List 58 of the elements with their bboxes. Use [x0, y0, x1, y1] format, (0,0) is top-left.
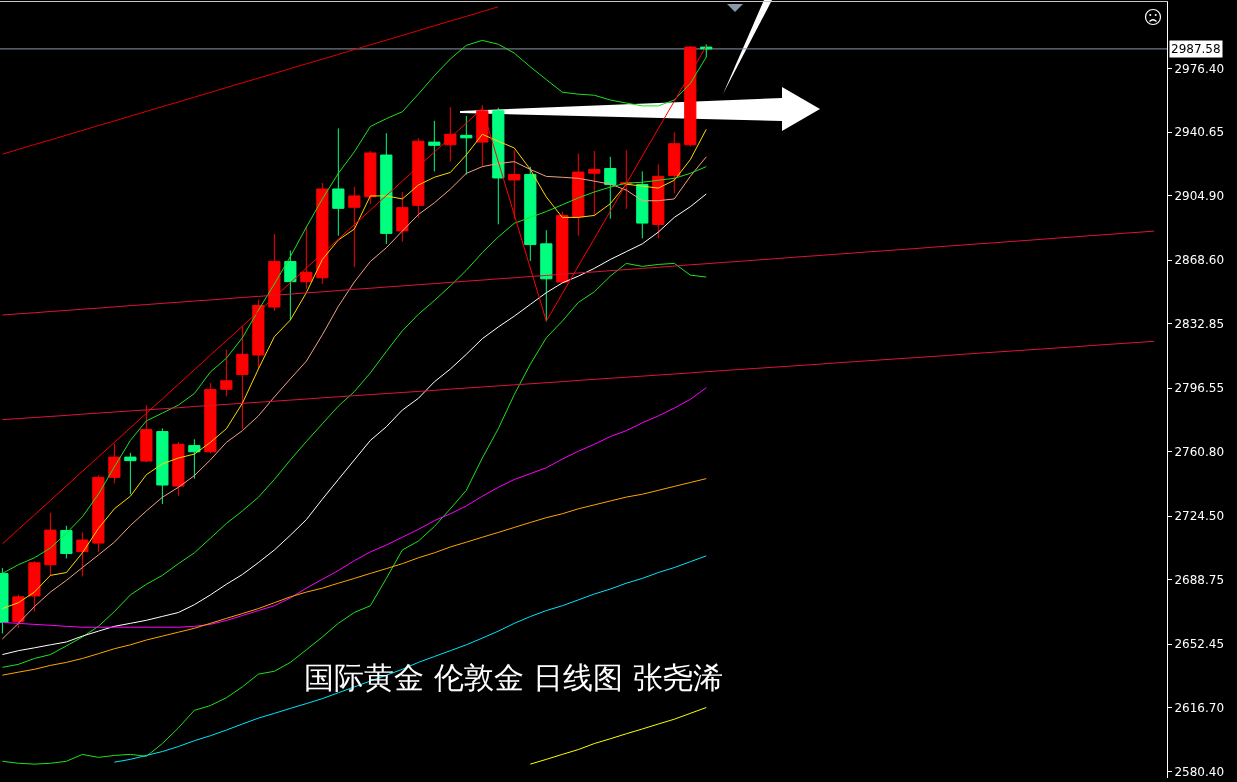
line-series	[529, 707, 707, 765]
candlestick	[44, 512, 57, 577]
candlestick	[172, 441, 185, 497]
y-tick-label: 2616.70	[1174, 700, 1225, 715]
candlestick	[556, 211, 569, 284]
candlestick	[332, 127, 345, 237]
candlestick	[284, 250, 297, 321]
candlestick	[588, 150, 601, 217]
line-series	[1, 387, 707, 628]
candlestick	[124, 452, 137, 495]
candlestick	[60, 525, 73, 560]
candlestick	[604, 156, 617, 220]
candlestick	[636, 170, 649, 239]
candlestick	[524, 166, 537, 262]
candlestick	[300, 226, 313, 290]
candlestick	[348, 186, 361, 268]
candlestick	[204, 382, 217, 454]
candlestick	[460, 115, 473, 176]
candlestick	[380, 132, 393, 245]
candlestick	[140, 404, 153, 463]
candlestick	[28, 560, 41, 613]
y-tick-label: 2688.75	[1174, 572, 1225, 587]
y-tick-label: 2652.45	[1174, 637, 1225, 652]
candlestick	[188, 438, 201, 480]
ref-line-label: 2987.58	[1171, 42, 1221, 56]
y-tick-label: 2580.40	[1174, 765, 1225, 780]
candlestick	[444, 106, 457, 163]
candlestick	[316, 182, 329, 285]
y-tick-label: 2832.85	[1174, 316, 1225, 331]
candlestick	[236, 325, 249, 430]
y-tick-label: 2868.60	[1174, 253, 1225, 268]
candlestick	[268, 233, 281, 312]
candlestick	[12, 594, 25, 629]
candlestick	[396, 191, 409, 243]
line-series	[1, 230, 1155, 316]
y-tick-label: 2976.40	[1174, 61, 1225, 76]
candlestick	[364, 150, 377, 205]
y-tick-label: 2796.55	[1174, 381, 1225, 396]
candlestick	[508, 149, 521, 220]
candlestick	[92, 474, 105, 553]
y-tick-label: 2904.90	[1174, 188, 1225, 203]
line-series	[1, 6, 499, 155]
candlestick	[668, 131, 681, 194]
candlestick	[252, 299, 265, 369]
candlestick	[428, 120, 441, 172]
candlestick	[540, 229, 553, 322]
candlestick	[572, 152, 585, 237]
line-series	[1, 340, 1155, 421]
y-tick-label: 2724.50	[1174, 509, 1225, 524]
candlestick	[156, 427, 169, 505]
y-tick-label: 2940.65	[1174, 125, 1225, 140]
candlestick	[220, 349, 233, 397]
candlestick	[412, 137, 425, 219]
candlestick	[476, 104, 489, 168]
y-tick-label: 2760.80	[1174, 444, 1225, 459]
candlestick	[76, 531, 89, 577]
candlestick	[700, 43, 713, 58]
candlestick	[652, 163, 665, 239]
